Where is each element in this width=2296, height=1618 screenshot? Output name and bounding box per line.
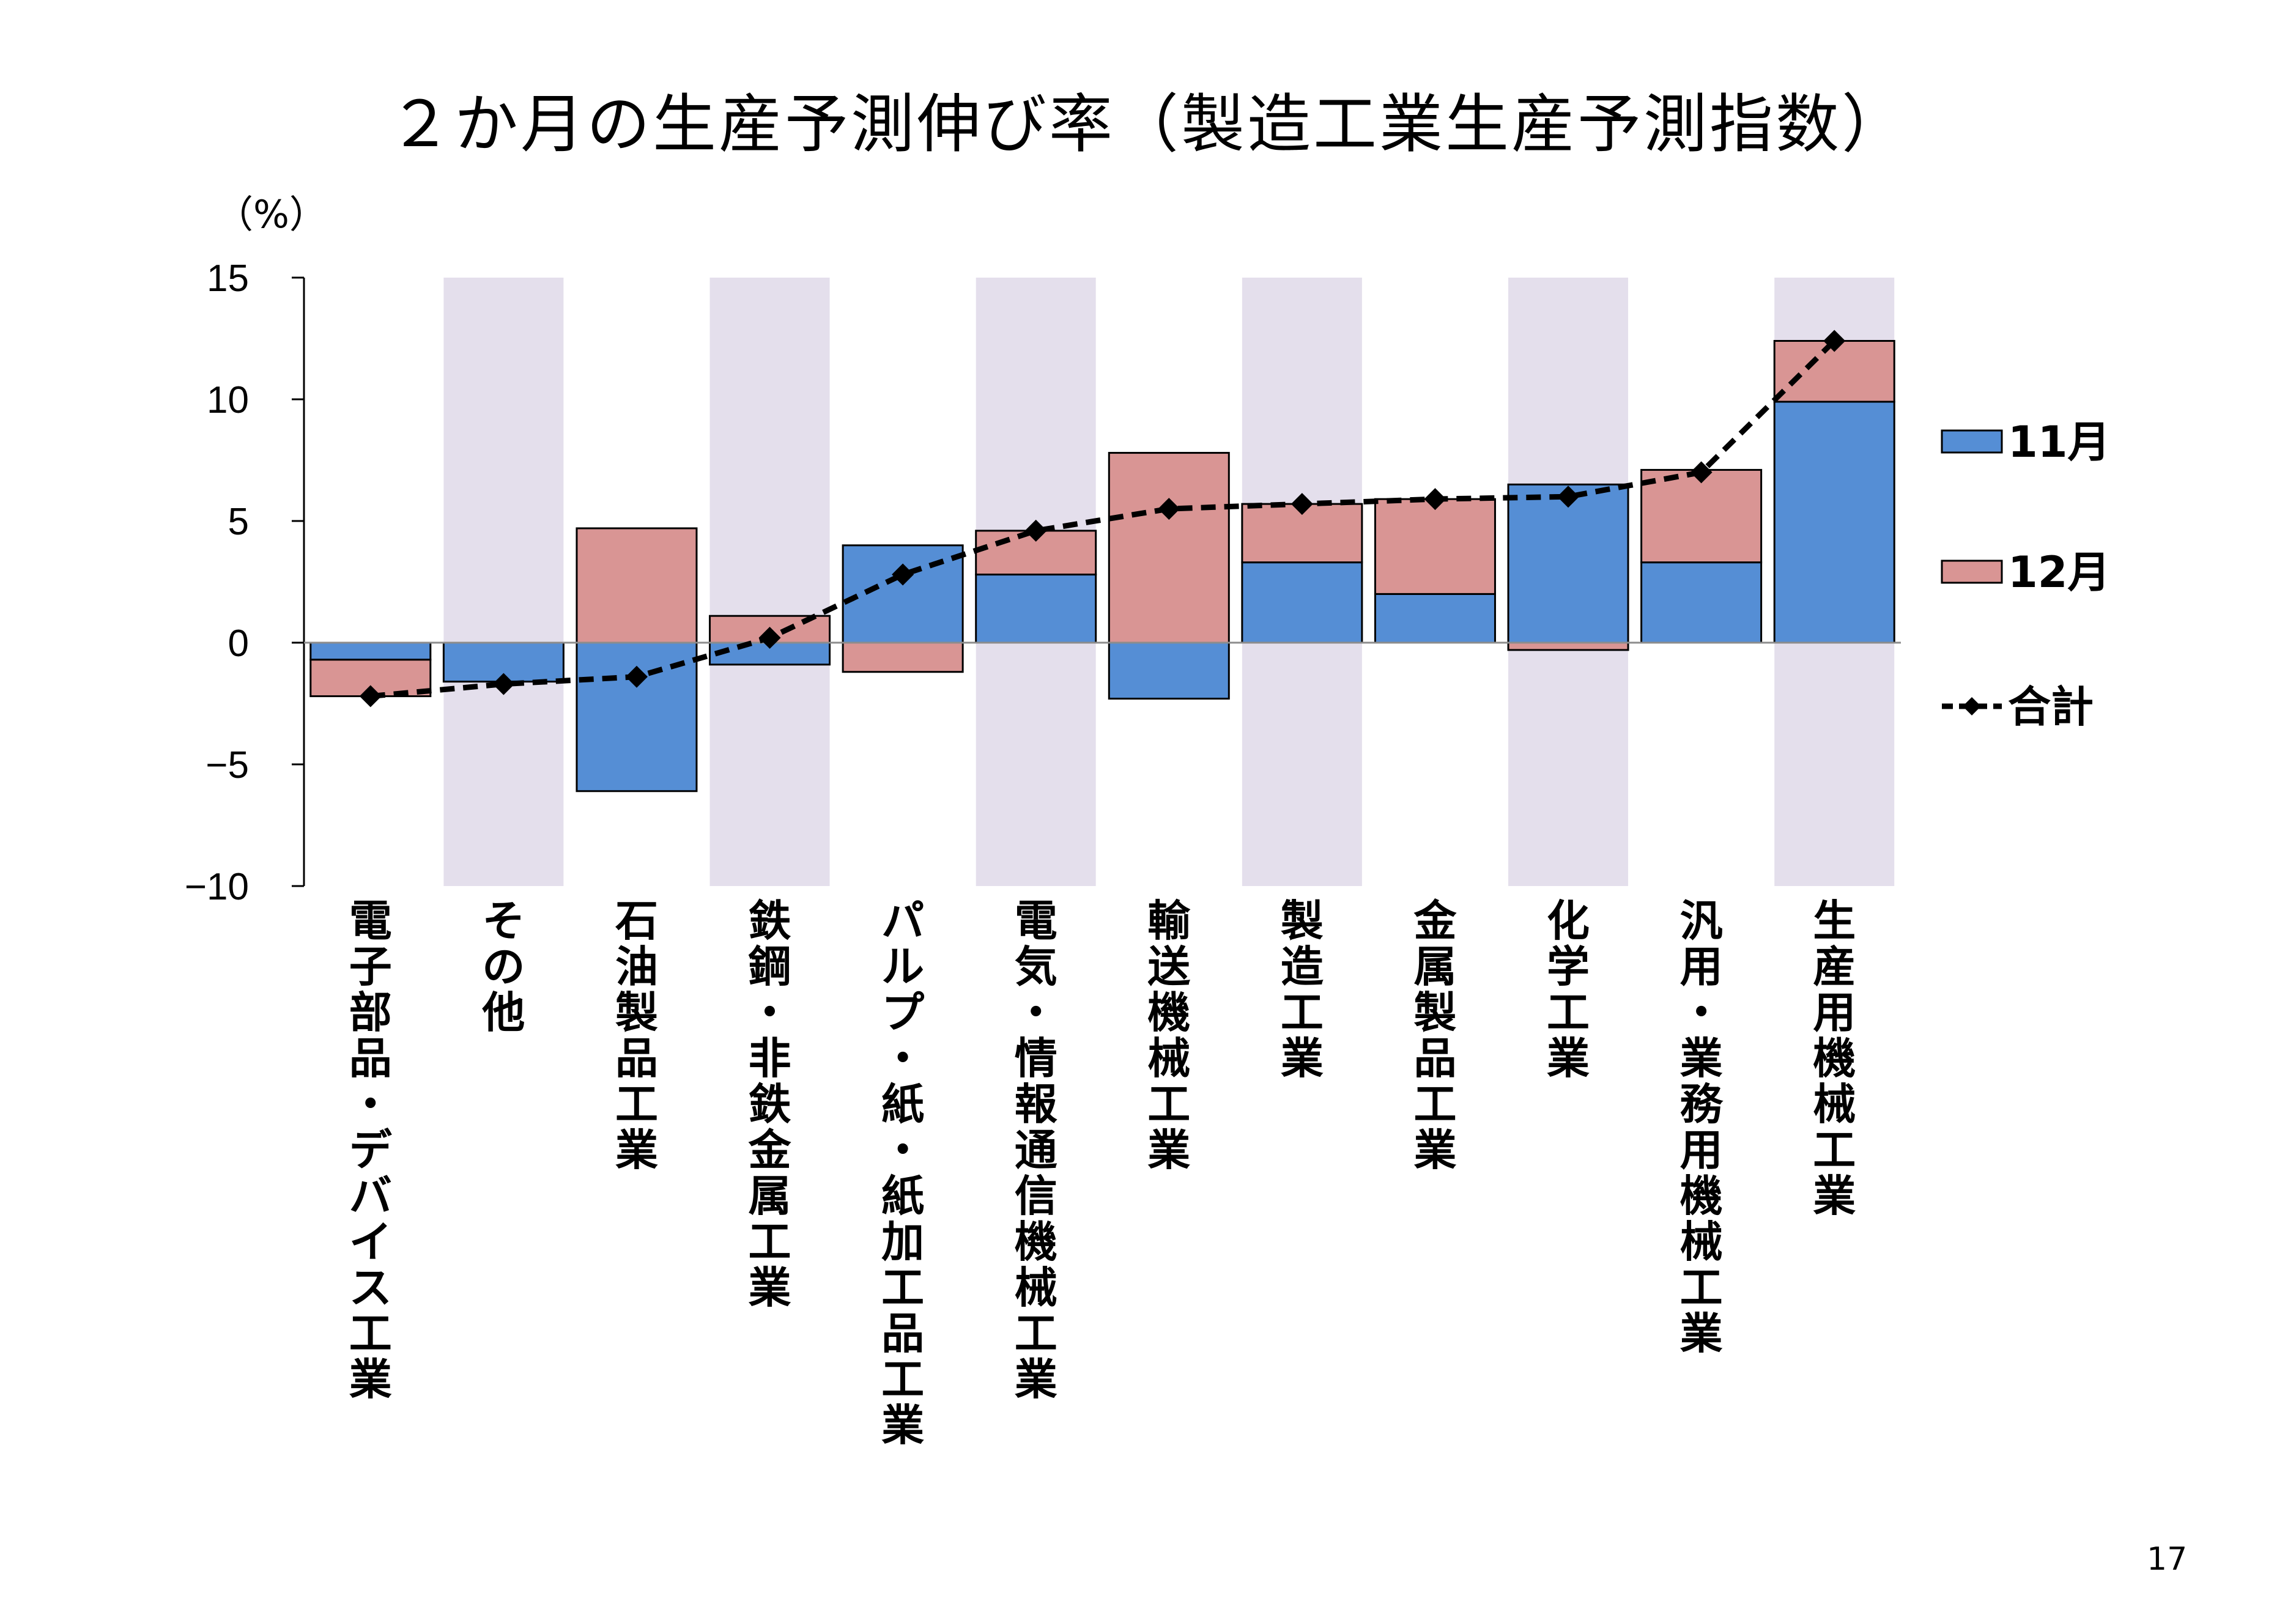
- category-label-0: 電子部品・デバイス工業: [349, 896, 393, 1405]
- total-marker-11: [1823, 330, 1846, 352]
- total-marker-3: [758, 627, 781, 649]
- total-marker-4: [892, 563, 914, 586]
- category-label-9: 化学工業: [1547, 896, 1590, 1084]
- total-marker-7: [1291, 493, 1313, 515]
- category-labels: 電子部品・デバイス工業 その他 石油製品工業 鉄鋼・非鉄金属工業 パルプ・紙・紙加工品工…: [349, 896, 1856, 1450]
- legend-line-marker: [1963, 697, 1981, 715]
- total-line-series: [359, 330, 1846, 707]
- category-label-5: 電気・情報通信機械工業: [1015, 896, 1057, 1405]
- bar-12-8: [1374, 498, 1496, 595]
- legend-label-2: 合計: [2008, 682, 2094, 732]
- bar-11-7: [1241, 561, 1363, 644]
- category-label-8: 金属製品工業: [1413, 896, 1457, 1175]
- bar-11-10: [1640, 561, 1763, 644]
- y-tick-label: −10: [185, 866, 249, 908]
- bar-12-9: [1507, 641, 1629, 651]
- total-marker-6: [1158, 498, 1180, 520]
- category-label-2: 石油製品工業: [615, 896, 658, 1175]
- y-tick-label: 0: [228, 622, 249, 665]
- bar-12-2: [576, 527, 698, 644]
- bar-11-0: [309, 641, 432, 661]
- legend-label-0: 11月: [2008, 417, 2110, 467]
- total-marker-10: [1690, 461, 1713, 484]
- bar-11-4: [842, 544, 964, 644]
- axes: 15 10 5 0 −5 −10: [185, 257, 1901, 908]
- bar-12-4: [842, 641, 964, 673]
- bar-11-6: [1108, 641, 1230, 700]
- y-tick-label: −5: [206, 744, 249, 786]
- category-band: [443, 278, 564, 886]
- y-tick-label: 10: [207, 379, 249, 421]
- category-label-3: 鉄鋼・非鉄金属工業: [748, 896, 792, 1313]
- total-marker-2: [625, 665, 648, 688]
- total-marker-1: [492, 673, 515, 695]
- bar-11-9: [1507, 483, 1629, 644]
- category-label-4: パルプ・紙・紙加工品工業: [881, 896, 924, 1450]
- total-line: [370, 339, 1837, 700]
- total-marker-0: [359, 685, 382, 707]
- y-tick-label: 5: [228, 501, 249, 543]
- total-marker-9: [1557, 486, 1580, 508]
- legend-swatch-0: [1941, 429, 2003, 454]
- legend-label-1: 12月: [2008, 547, 2110, 597]
- category-label-6: 輸送機械工業: [1147, 896, 1191, 1175]
- bar-11-8: [1374, 593, 1496, 644]
- category-band: [709, 278, 830, 886]
- category-label-10: 汎用・業務用機械工業: [1680, 896, 1724, 1359]
- category-label-11: 生産用機械工業: [1813, 896, 1856, 1221]
- chart-title: ２か月の生産予測伸び率（製造工業生産予測指数）: [388, 87, 1908, 161]
- bar-12-6: [1108, 452, 1230, 644]
- bar-series: [309, 339, 1895, 792]
- bar-11-5: [975, 574, 1097, 644]
- y-axis-unit-label: （%）: [215, 192, 327, 237]
- category-label-7: 製造工業: [1281, 896, 1324, 1084]
- category-label-1: その他: [481, 896, 525, 1038]
- page-number: 17: [2147, 1541, 2188, 1578]
- total-marker-8: [1424, 488, 1446, 511]
- y-tick-label: 15: [207, 257, 249, 300]
- bar-11-11: [1773, 401, 1895, 644]
- bar-12-10: [1640, 468, 1763, 564]
- legend-swatch-1: [1941, 560, 2003, 584]
- total-marker-5: [1024, 519, 1047, 542]
